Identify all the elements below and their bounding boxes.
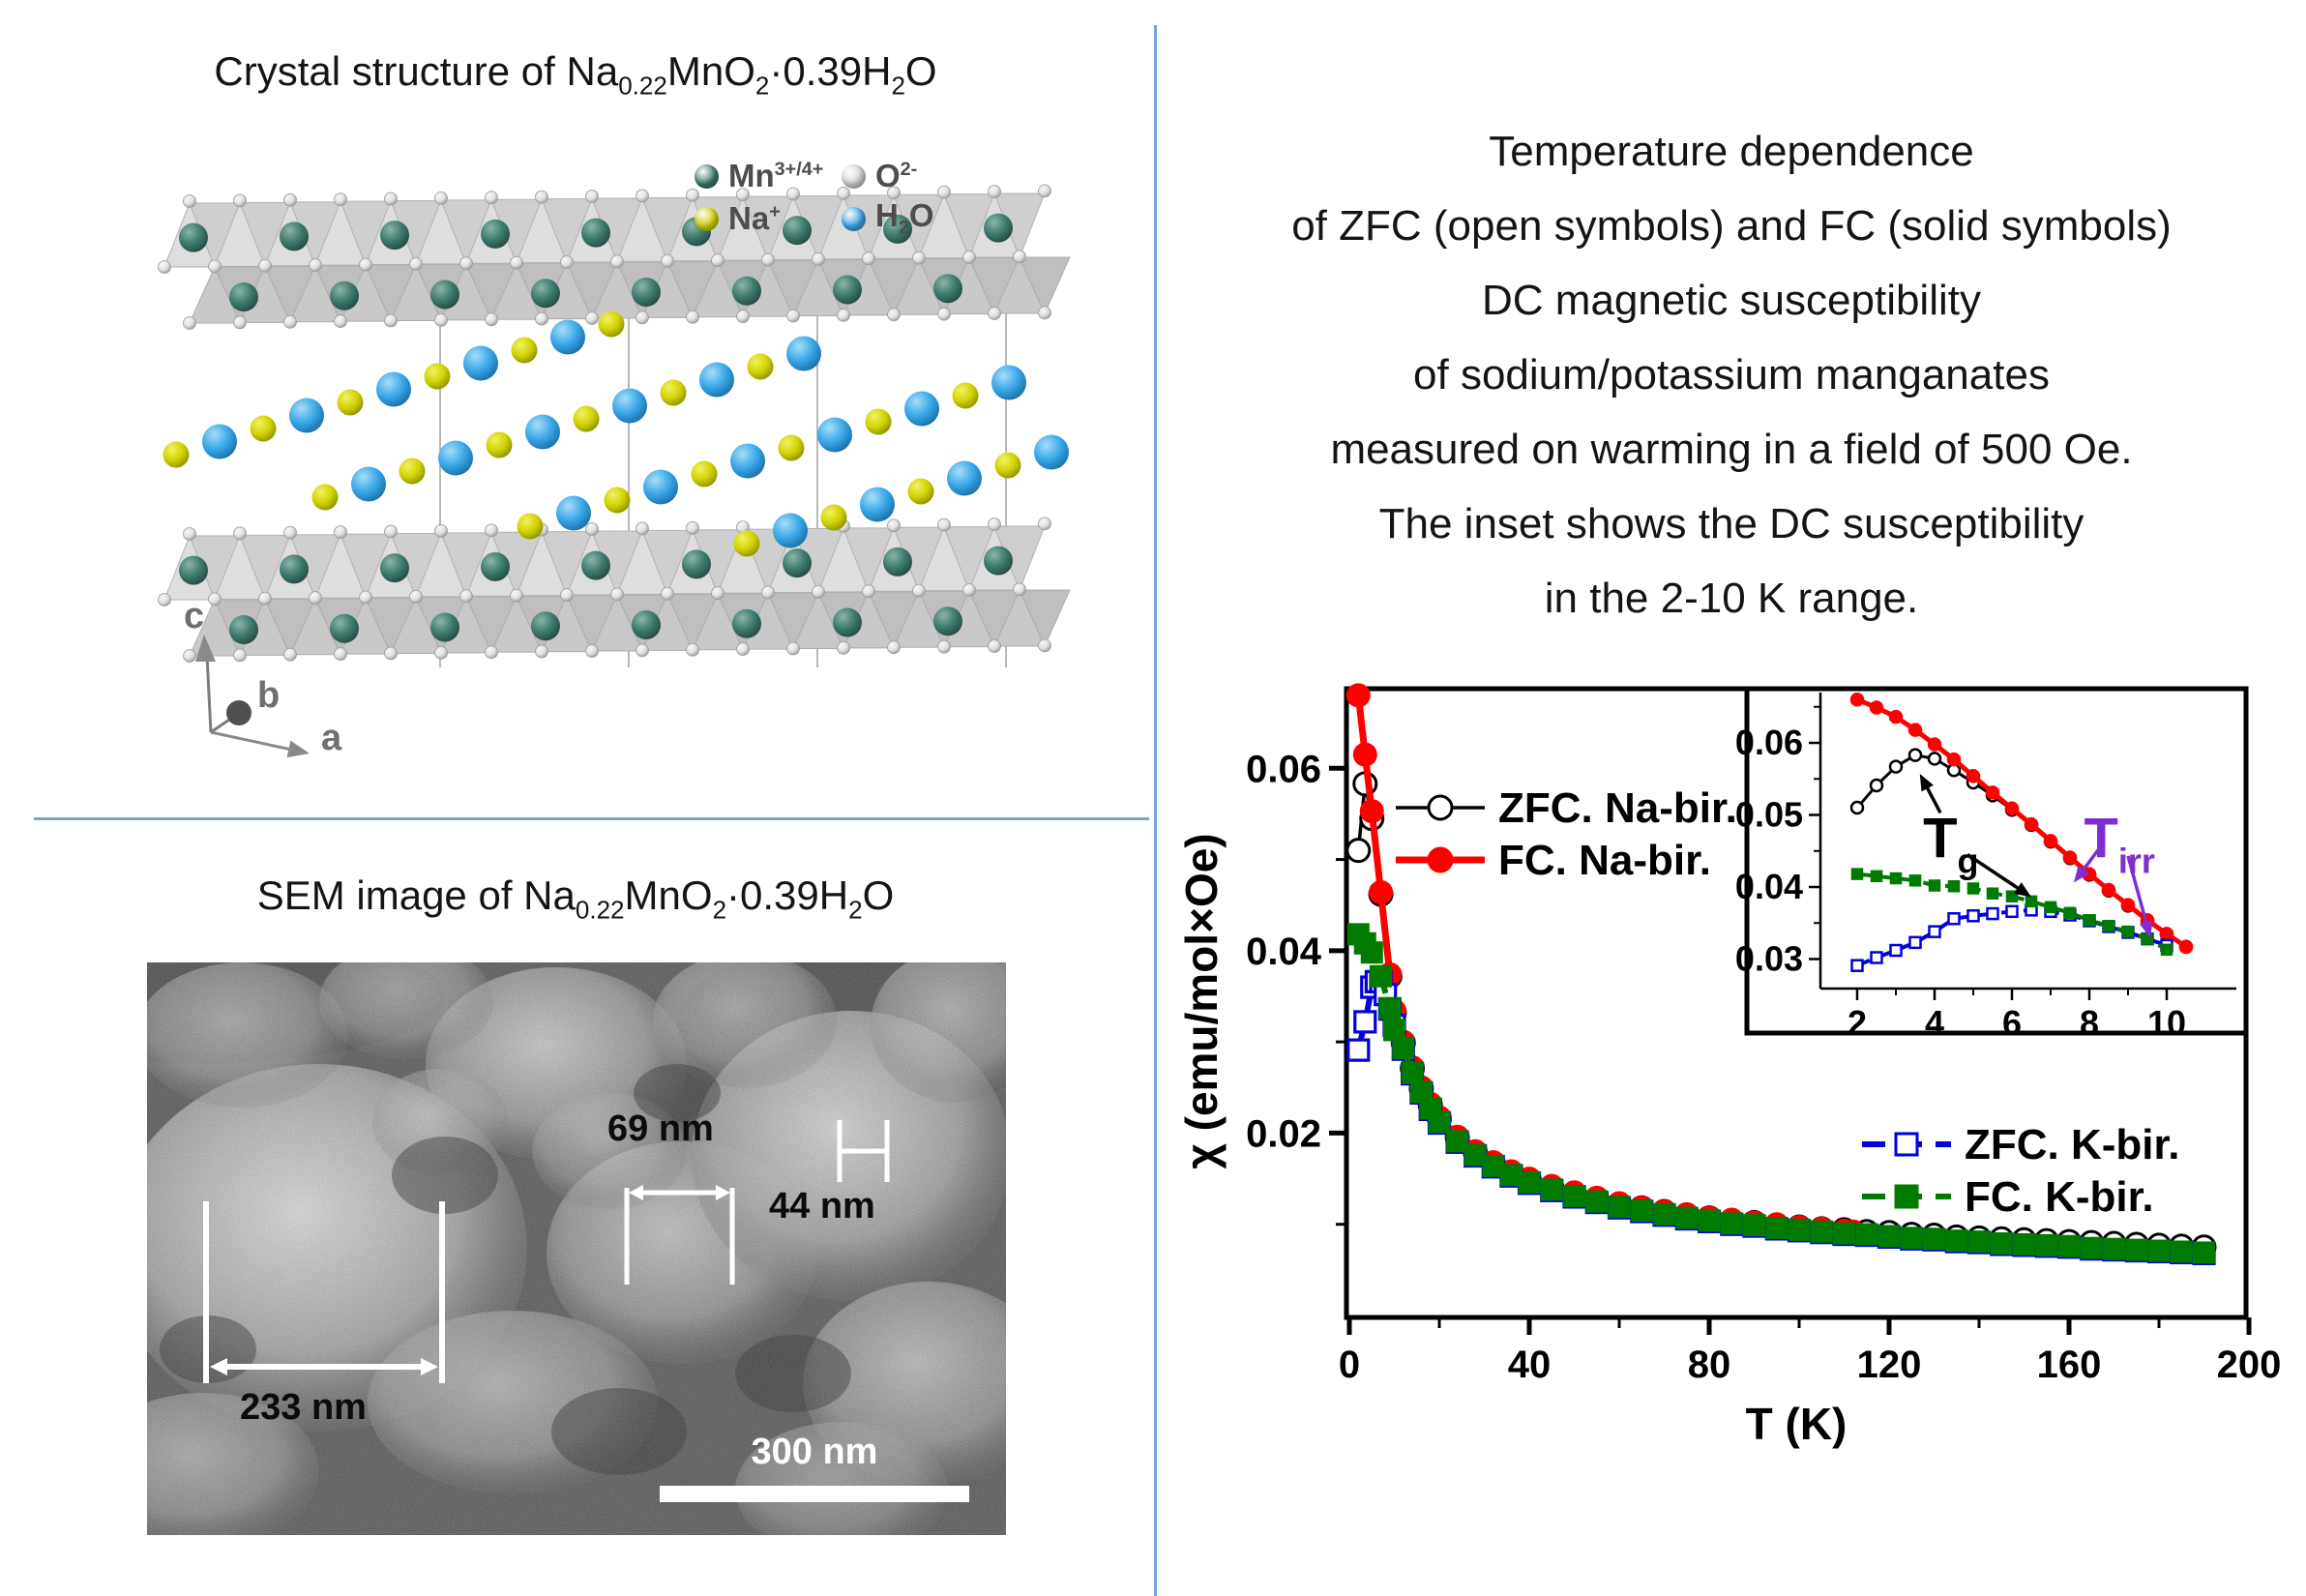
legend-label-o: O2-	[875, 158, 918, 193]
crystal-axis-b-label: b	[257, 675, 281, 716]
svg-text:40: 40	[1508, 1344, 1552, 1386]
sem-scale-bar-label: 300 nm	[751, 1432, 878, 1472]
legend-item-o: O2-	[842, 158, 989, 194]
svg-text:FC. Na-bir.: FC. Na-bir.	[1498, 837, 1711, 884]
crystal-legend: Mn3+/4+ O2- Na+ H2O	[695, 155, 989, 240]
svg-text:200: 200	[2217, 1344, 2282, 1386]
svg-text:FC. K-bir.: FC. K-bir.	[1965, 1173, 2154, 1221]
svg-text:Tg: Tg	[1923, 807, 1978, 880]
svg-text:Tirr: Tirr	[2084, 807, 2154, 880]
mn-atom-icon	[695, 163, 719, 189]
inset-annotation-g: Tg	[1919, 774, 2031, 898]
oxygen-atom-icon	[842, 163, 866, 189]
crystal-structure-graphic	[158, 184, 1071, 758]
caption-line: The inset shows the DC susceptibility	[1378, 500, 2084, 547]
svg-text:4: 4	[1925, 1003, 1944, 1043]
crystal-title: Crystal structure of Na0.22MnO2·0.39H2O	[214, 48, 937, 101]
inset-annotation-irr: Tirr	[2074, 807, 2155, 938]
sem-image	[147, 962, 1006, 1535]
svg-text:ZFC. K-bir.: ZFC. K-bir.	[1965, 1121, 2179, 1168]
crystal-title-prefix: Crystal structure of	[214, 48, 567, 94]
crystal-interlayer-atoms	[163, 310, 1069, 557]
series-fc-k-bir-	[1346, 923, 2215, 1264]
svg-text:0.05: 0.05	[1735, 795, 1803, 835]
panel-divider-horizontal	[34, 817, 1149, 820]
caption-line: DC magnetic susceptibility	[1482, 277, 1981, 324]
caption-line: in the 2-10 K range.	[1544, 575, 1919, 622]
x-axis-title: T (K)	[1746, 1399, 1848, 1449]
svg-text:0.04: 0.04	[1735, 867, 1803, 906]
sem-image-content	[147, 962, 1006, 1535]
inset-series-fc-na-bir-	[1849, 693, 2194, 955]
svg-text:10: 10	[2147, 1003, 2186, 1043]
crystal-slab	[158, 184, 1071, 330]
legend-item-na: Na+	[695, 200, 842, 237]
inset-axes: 2 4 6 8 10 0.03 0.04 0.05 0.06	[1735, 693, 2236, 1043]
legend-label-na: Na+	[728, 200, 781, 236]
sem-scale-bar	[660, 1486, 969, 1502]
sem-measure-graphics	[203, 1120, 969, 1502]
svg-text:2: 2	[1848, 1003, 1867, 1043]
sem-title: SEM image of Na0.22MnO2·0.39H2O	[256, 872, 895, 925]
inset-frame	[1744, 686, 2249, 1036]
figure-caption: Temperature dependence of ZFC (open symb…	[1161, 114, 2302, 635]
sem-measure-44nm-label: 44 nm	[769, 1186, 875, 1227]
sem-measure-233nm-label: 233 nm	[240, 1387, 367, 1428]
na-atom-icon	[695, 206, 719, 231]
svg-text:0.03: 0.03	[1735, 939, 1803, 979]
svg-text:80: 80	[1688, 1344, 1731, 1386]
svg-text:0.06: 0.06	[1246, 748, 1321, 790]
svg-text:0.06: 0.06	[1735, 723, 1803, 762]
crystal-axes-triad	[195, 635, 310, 758]
crystal-axis-c-label: c	[184, 596, 205, 636]
sem-measure-69nm-label: 69 nm	[607, 1108, 714, 1149]
svg-text:0.04: 0.04	[1246, 931, 1322, 973]
legend-item-mn: Mn3+/4+	[695, 158, 842, 194]
caption-line: Temperature dependence	[1489, 128, 1974, 175]
y-axis-title: χ (emu/mol×Oe)	[1176, 833, 1227, 1168]
svg-text:160: 160	[2037, 1344, 2102, 1386]
legend-na-birnessite: ZFC. Na-bir. FC. Na-bir.	[1396, 784, 1737, 884]
legend-item-h2o: H2O	[842, 197, 989, 240]
svg-text:0.02: 0.02	[1246, 1112, 1321, 1155]
legend-label-mn: Mn3+/4+	[728, 158, 824, 193]
panel-divider-vertical	[1154, 25, 1157, 1596]
svg-text:0: 0	[1339, 1344, 1360, 1386]
caption-line: of ZFC (open symbols) and FC (solid symb…	[1291, 202, 2172, 250]
sem-title-prefix: SEM image of	[256, 872, 524, 918]
inset-chart: 2 4 6 8 10 0.03 0.04 0.05 0.06 Tg Tirr	[1735, 686, 2249, 1043]
svg-text:ZFC. Na-bir.: ZFC. Na-bir.	[1498, 784, 1737, 832]
water-molecule-icon	[842, 206, 866, 231]
legend-k-birnessite: ZFC. K-bir. FC. K-bir.	[1862, 1121, 2179, 1221]
caption-line: measured on warming in a field of 500 Oe…	[1330, 426, 2133, 473]
legend-label-h2o: H2O	[875, 197, 934, 239]
inset-series-fc-k-bir-	[1850, 868, 2173, 957]
crystal-axis-a-label: a	[321, 718, 342, 758]
svg-text:8: 8	[2080, 1003, 2099, 1043]
caption-line: of sodium/potassium manganates	[1413, 351, 2050, 399]
svg-text:120: 120	[1857, 1344, 1922, 1386]
svg-text:6: 6	[2002, 1003, 2022, 1043]
crystal-slab	[158, 517, 1071, 663]
